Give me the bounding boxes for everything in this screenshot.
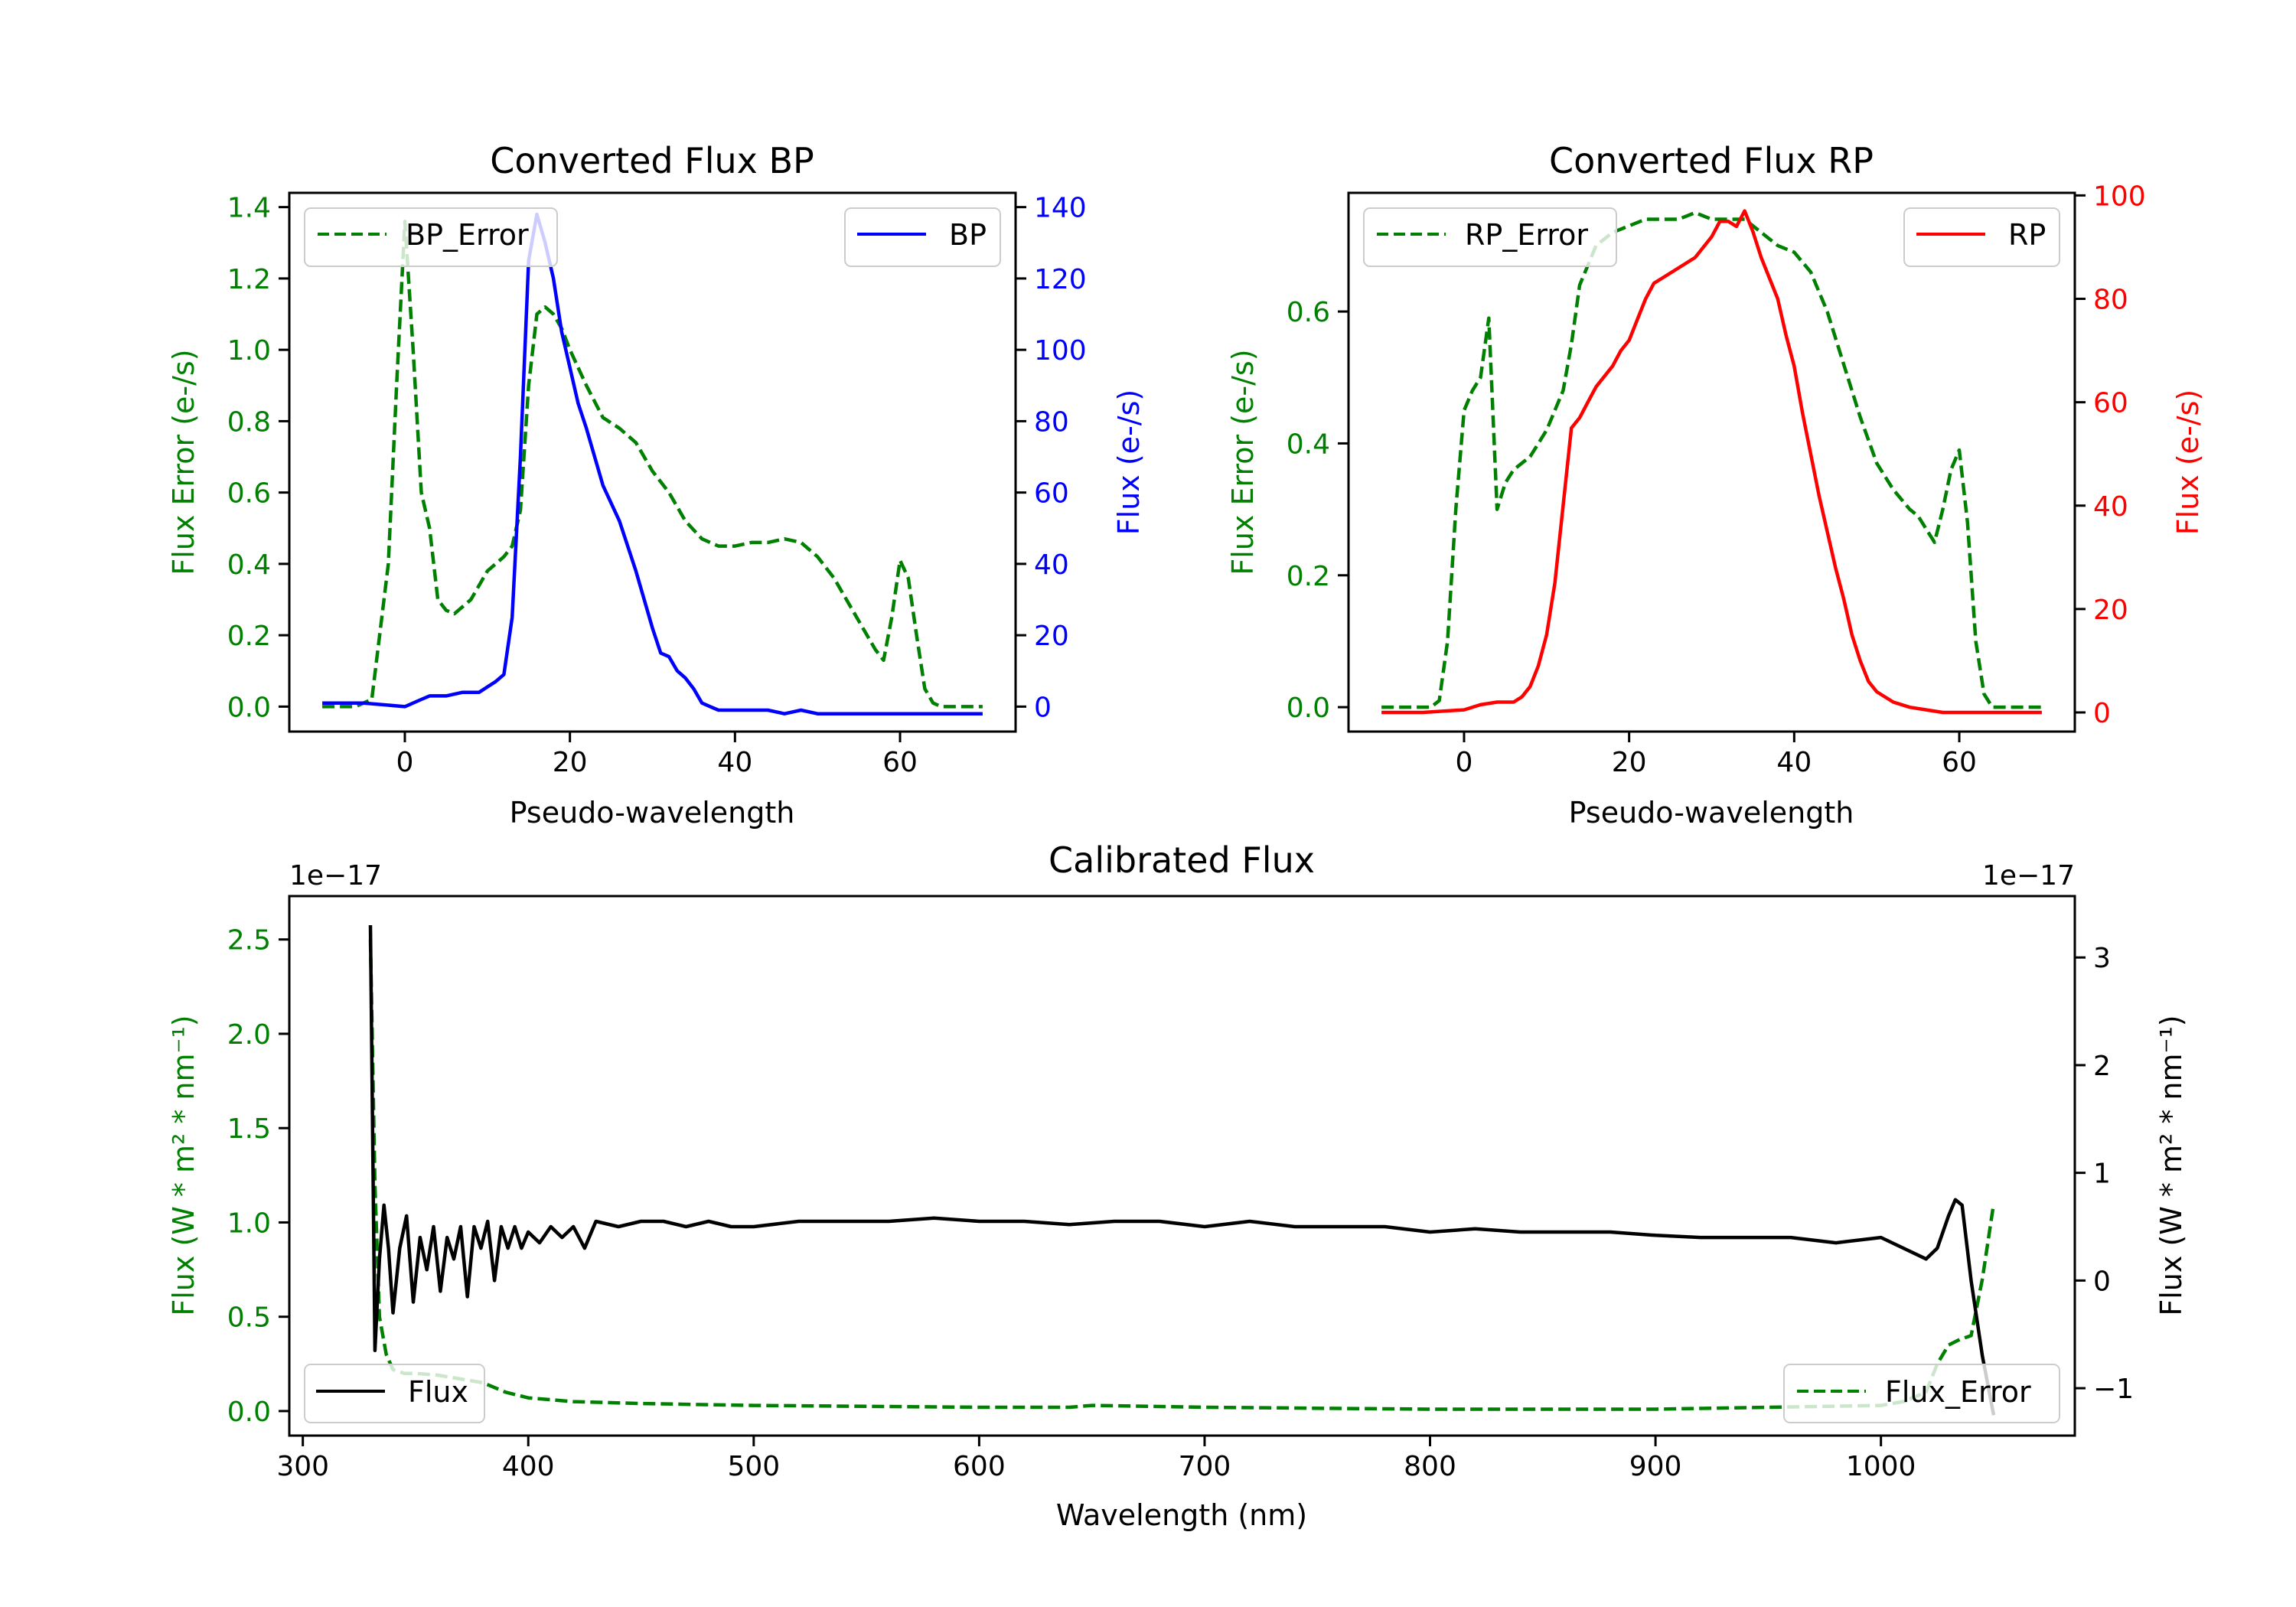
rp-right-y-label: Flux (e-/s): [2171, 390, 2205, 535]
bp-legend-left: BP_Error: [304, 207, 558, 267]
calibrated-x-tick-label: 700: [1179, 1451, 1231, 1482]
calibrated-left-y-label: Flux (W * m² * nm⁻¹): [167, 1015, 201, 1315]
bp-error-legend-label: BP_Error: [406, 218, 529, 252]
rp-right-y-tick-label: 60: [2093, 388, 2128, 419]
rp-left-y-label: Flux Error (e-/s): [1226, 349, 1260, 575]
bp-x-tick-label: 0: [396, 747, 414, 778]
rp-right-y-tick-label: 80: [2093, 285, 2128, 316]
rp-right-y-tick-label: 40: [2093, 491, 2128, 523]
rp-x-tick-label: 0: [1456, 747, 1473, 778]
bp-series-bp: [322, 212, 983, 715]
flux-error-legend-label: Flux_Error: [1885, 1375, 2031, 1409]
bp-right-y-tick-label: 80: [1034, 406, 1069, 438]
calibrated-x-tick-label: 300: [276, 1451, 329, 1482]
bp-right-y-tick-label: 40: [1034, 549, 1069, 581]
calibrated-left-y-tick-label: 0.0: [227, 1397, 271, 1428]
bp-left-y-tick-label: 0.8: [227, 406, 271, 438]
bp-right-y-tick-label: 20: [1034, 621, 1069, 652]
calibrated-right-y-tick-label: 2: [2093, 1051, 2111, 1082]
bp-right-y-tick-label: 140: [1034, 193, 1087, 224]
bp-left-y-label: Flux Error (e-/s): [167, 349, 201, 575]
calibrated-right-offset-text: 1e−17: [1982, 860, 2075, 892]
bp-x-tick-label: 20: [553, 747, 588, 778]
calibrated-right-y-tick-label: 0: [2093, 1266, 2111, 1297]
rp-plot-frame: [1347, 191, 2076, 733]
calibrated-left-y-tick-label: 0.5: [227, 1302, 271, 1334]
rp-title: Converted Flux RP: [1549, 140, 1874, 181]
bp-x-label: Pseudo-wavelength: [510, 796, 795, 830]
bp-left-y-tick-label: 0.6: [227, 478, 271, 510]
rp-left-y-tick-label: 0.2: [1287, 561, 1330, 592]
panel-converted-flux-rp: Converted Flux RP 0 20 40 60 0.0 0.2 0.4 0.6 0 20…: [1226, 140, 2205, 830]
rp-right-y-tick-label: 20: [2093, 595, 2128, 626]
calibrated-legend-right: Flux_Error: [1783, 1364, 2060, 1423]
bp-series-bp-error: [322, 220, 983, 709]
calibrated-x-tick-label: 500: [727, 1451, 780, 1482]
bp-left-y-tick-label: 0.2: [227, 621, 271, 652]
calibrated-title: Calibrated Flux: [1049, 839, 1315, 881]
bp-left-y-tick-label: 1.4: [227, 193, 271, 224]
calibrated-right-y-label: Flux (W * m² * nm⁻¹): [2154, 1015, 2188, 1315]
rp-series-rp-error: [1381, 210, 2042, 709]
calibrated-plot-frame: [288, 895, 2076, 1437]
calibrated-x-tick-label: 1000: [1846, 1451, 1916, 1482]
rp-x-label: Pseudo-wavelength: [1569, 796, 1854, 830]
calibrated-x-label: Wavelength (nm): [1056, 1498, 1307, 1532]
panel-converted-flux-bp: Converted Flux BP 0 20 40 60 0.0 0.2 0.4 0.6 0.8…: [167, 140, 1146, 830]
calibrated-left-y-tick-label: 2.5: [227, 925, 271, 957]
bp-right-y-label: Flux (e-/s): [1112, 390, 1146, 535]
bp-right-y-tick-label: 100: [1034, 335, 1087, 367]
bp-right-y-tick-label: 0: [1034, 692, 1052, 723]
calibrated-series-flux: [368, 924, 1996, 1416]
bp-right-y-tick-label: 60: [1034, 478, 1069, 510]
bp-legend-label: BP: [949, 218, 987, 252]
calibrated-right-y-tick-label: −1: [2093, 1374, 2134, 1405]
rp-legend-left: RP_Error: [1363, 207, 1617, 267]
calibrated-right-y-tick-label: 1: [2093, 1159, 2111, 1190]
bp-right-y-tick-label: 120: [1034, 264, 1087, 295]
calibrated-x-tick-label: 800: [1404, 1451, 1456, 1482]
calibrated-left-offset-text: 1e−17: [289, 860, 382, 892]
rp-right-y-tick-label: 100: [2093, 181, 2146, 212]
rp-legend-label: RP: [2008, 218, 2046, 252]
bp-left-y-tick-label: 1.2: [227, 264, 271, 295]
rp-right-y-tick-label: 0: [2093, 698, 2111, 729]
bp-x-tick-label: 40: [717, 747, 752, 778]
bp-left-y-tick-label: 0.0: [227, 692, 271, 723]
bp-left-y-tick-label: 1.0: [227, 335, 271, 367]
calibrated-legend-left: Flux: [304, 1364, 485, 1423]
bp-left-y-tick-label: 0.4: [227, 549, 271, 581]
calibrated-x-tick-label: 900: [1629, 1451, 1682, 1482]
rp-left-y-tick-label: 0.0: [1287, 693, 1330, 724]
calibrated-right-y-tick-label: 3: [2093, 943, 2111, 974]
rp-left-y-tick-label: 0.6: [1287, 297, 1330, 328]
bp-title: Converted Flux BP: [490, 140, 814, 181]
rp-x-tick-label: 40: [1776, 747, 1812, 778]
rp-left-y-tick-label: 0.4: [1287, 429, 1330, 460]
calibrated-left-y-tick-label: 1.0: [227, 1208, 271, 1239]
bp-plot-frame: [288, 191, 1017, 733]
calibrated-left-y-tick-label: 2.0: [227, 1019, 271, 1051]
bp-legend-right: BP: [844, 207, 1001, 267]
bp-x-tick-label: 60: [882, 747, 918, 778]
rp-legend-right: RP: [1903, 207, 2060, 267]
rp-series-rp: [1381, 209, 2042, 715]
rp-x-tick-label: 60: [1942, 747, 1977, 778]
panel-calibrated-flux: Calibrated Flux 1e−17 1e−17 300 400 500 600…: [167, 839, 2188, 1532]
calibrated-x-tick-label: 600: [953, 1451, 1006, 1482]
calibrated-left-y-tick-label: 1.5: [227, 1113, 271, 1145]
calibrated-x-tick-label: 400: [502, 1451, 555, 1482]
rp-error-legend-label: RP_Error: [1465, 218, 1588, 252]
rp-x-tick-label: 20: [1612, 747, 1647, 778]
flux-legend-label: Flux: [408, 1375, 468, 1409]
